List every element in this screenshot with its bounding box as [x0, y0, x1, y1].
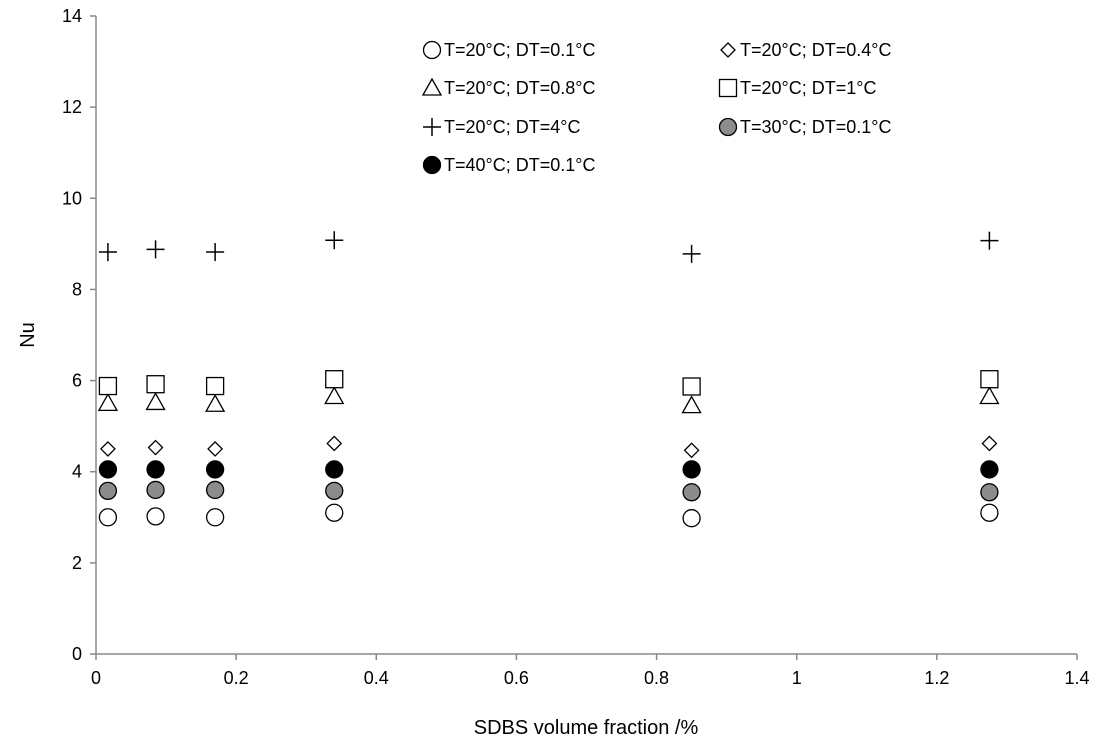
legend-marker: [421, 77, 443, 96]
data-point: [98, 376, 118, 396]
legend-label: T=20°C; DT=1°C: [740, 78, 876, 98]
data-point: [145, 392, 166, 411]
legend-item: T=20°C; DT=1°C: [718, 78, 876, 98]
data-point: [682, 509, 701, 528]
legend-marker: [720, 42, 736, 58]
data-point: [324, 386, 345, 405]
legend-marker: [422, 40, 442, 60]
legend-marker: [423, 118, 441, 136]
legend-label: T=20°C; DT=4°C: [444, 117, 580, 137]
legend-item: T=20°C; DT=0.1°C: [422, 40, 595, 60]
legend-marker: [718, 78, 738, 98]
legend-item: T=20°C; DT=0.4°C: [720, 40, 891, 60]
data-point: [979, 386, 1000, 405]
y-tick-label: 4: [72, 462, 82, 482]
series-2: [97, 386, 1000, 414]
data-point: [682, 377, 701, 396]
x-tick-label: 0.4: [364, 668, 389, 688]
legend-label: T=20°C; DT=0.8°C: [444, 78, 595, 98]
data-point: [682, 483, 701, 502]
data-point: [325, 481, 344, 501]
legend-item: T=30°C; DT=0.1°C: [718, 117, 891, 137]
data-point: [325, 370, 344, 389]
x-tick-label: 0.8: [644, 668, 669, 688]
data-point: [97, 393, 119, 412]
y-axis-title: Nu: [17, 322, 39, 348]
y-tick-label: 2: [72, 553, 82, 573]
legend-label: T=20°C; DT=0.4°C: [740, 40, 891, 60]
x-axis-title: SDBS volume fraction /%: [474, 717, 699, 739]
x-tick-label: 1: [792, 668, 802, 688]
data-point: [681, 395, 702, 414]
data-point: [98, 243, 117, 262]
data-point: [146, 480, 165, 500]
data-point: [98, 481, 118, 501]
y-tick-label: 0: [72, 644, 82, 664]
data-point: [325, 503, 344, 522]
series-4: [98, 231, 999, 263]
series-6: [98, 460, 999, 479]
data-point: [206, 243, 225, 262]
data-point: [325, 231, 344, 250]
data-points: [97, 231, 1000, 528]
data-point: [980, 460, 999, 479]
legend-label: T=20°C; DT=0.1°C: [444, 40, 595, 60]
y-tick-label: 6: [72, 371, 82, 391]
data-point: [980, 483, 999, 502]
data-point: [980, 503, 999, 522]
data-point: [682, 244, 701, 263]
legend-marker: [718, 117, 738, 137]
y-tick-label: 12: [62, 97, 82, 117]
y-tick-label: 8: [72, 279, 82, 299]
legend-item: T=40°C; DT=0.1°C: [422, 155, 595, 175]
data-point: [205, 480, 225, 500]
series-1: [99, 435, 998, 459]
data-point: [99, 441, 116, 457]
y-tick-label: 14: [62, 6, 82, 26]
x-tick-label: 1.4: [1064, 668, 1089, 688]
data-point: [205, 508, 225, 527]
y-tick-label: 10: [62, 188, 82, 208]
legend-label: T=30°C; DT=0.1°C: [740, 117, 891, 137]
data-point: [981, 435, 998, 452]
x-tick-label: 1.2: [924, 668, 949, 688]
x-tick-label: 0.6: [504, 668, 529, 688]
data-point: [98, 460, 118, 479]
legend: T=20°C; DT=0.1°C T=20°C; DT=0.4°C T=20°C; …: [421, 40, 891, 175]
data-point: [147, 439, 164, 456]
data-point: [980, 231, 999, 250]
series-5: [98, 480, 999, 502]
data-point: [980, 370, 999, 389]
legend-label: T=40°C; DT=0.1°C: [444, 155, 595, 175]
legend-marker: [422, 155, 442, 175]
data-point: [205, 376, 225, 396]
x-tick-label: 0.2: [224, 668, 249, 688]
data-point: [146, 375, 165, 394]
data-point: [146, 240, 165, 259]
series-0: [98, 503, 999, 528]
data-point: [326, 435, 343, 452]
data-point: [205, 393, 226, 412]
data-point: [146, 507, 165, 526]
data-point: [682, 460, 701, 479]
data-point: [207, 441, 224, 457]
data-point: [98, 508, 118, 527]
axes: [95, 16, 1077, 655]
y-ticks: 0 2 4 6 8 10 12 14: [62, 6, 96, 664]
data-point: [205, 460, 225, 479]
series-3: [98, 370, 999, 396]
data-point: [325, 460, 344, 479]
data-point: [683, 442, 700, 459]
legend-item: T=20°C; DT=0.8°C: [421, 77, 595, 98]
x-ticks: 0 0.2 0.4 0.6 0.8 1 1.2 1.4: [91, 654, 1090, 688]
legend-item: T=20°C; DT=4°C: [423, 117, 580, 137]
x-tick-label: 0: [91, 668, 101, 688]
data-point: [146, 460, 165, 479]
